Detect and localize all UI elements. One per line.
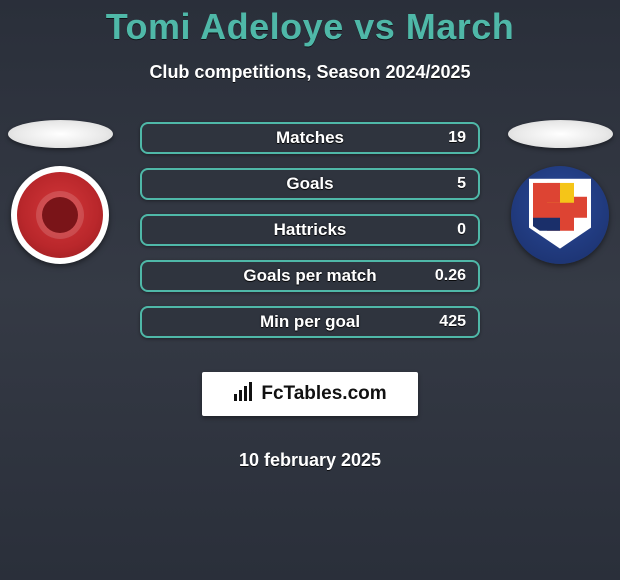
subtitle: Club competitions, Season 2024/2025 [0, 62, 620, 83]
right-player-column [500, 120, 620, 264]
left-player-column [0, 120, 120, 264]
stat-label: Matches [276, 128, 344, 148]
stat-value: 425 [439, 313, 466, 331]
stat-value: 19 [448, 129, 466, 147]
stat-value: 0 [457, 221, 466, 239]
brand-text: FcTables.com [261, 383, 386, 405]
stat-label: Hattricks [274, 220, 347, 240]
stat-row-mpg: Min per goal 425 [140, 306, 480, 338]
brand-badge: FcTables.com [202, 372, 418, 416]
stats-panel: Matches 19 Goals 5 Hattricks 0 Goals per… [140, 122, 480, 471]
stat-row-matches: Matches 19 [140, 122, 480, 154]
club-crest-right [511, 166, 609, 264]
stat-label: Min per goal [260, 312, 360, 332]
player-photo-placeholder-right [508, 120, 613, 148]
stat-value: 5 [457, 175, 466, 193]
stat-row-goals: Goals 5 [140, 168, 480, 200]
club-crest-left [11, 166, 109, 264]
page-title: Tomi Adeloye vs March [0, 0, 620, 48]
stat-row-hattricks: Hattricks 0 [140, 214, 480, 246]
stat-value: 0.26 [435, 267, 466, 285]
stat-label: Goals [286, 174, 333, 194]
stat-row-gpm: Goals per match 0.26 [140, 260, 480, 292]
stat-label: Goals per match [243, 266, 376, 286]
bar-chart-icon [233, 382, 255, 407]
player-photo-placeholder-left [8, 120, 113, 148]
date-text: 10 february 2025 [140, 450, 480, 471]
